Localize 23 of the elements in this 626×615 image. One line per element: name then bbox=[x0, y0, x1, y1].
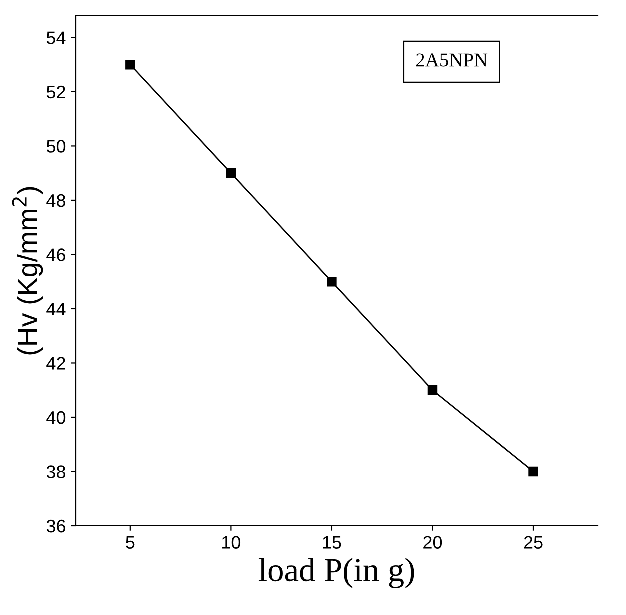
x-tick-label: 15 bbox=[323, 536, 342, 549]
point bbox=[126, 60, 136, 70]
x-axis-title: load P(in g) bbox=[258, 558, 414, 588]
point bbox=[226, 168, 236, 178]
point bbox=[528, 466, 538, 477]
y-tick-label: 38 bbox=[46, 466, 66, 478]
y-tick-label: 36 bbox=[46, 520, 66, 533]
x-tick-label: 5 bbox=[126, 536, 135, 549]
annotation: 2A5NPN bbox=[416, 54, 488, 67]
y-tick-label: 42 bbox=[46, 357, 66, 370]
point bbox=[327, 276, 337, 287]
y-tick-label: 44 bbox=[46, 303, 66, 316]
y-tick-label: 54 bbox=[46, 32, 66, 44]
y-tick-label: 52 bbox=[46, 86, 66, 99]
y-tick-label: 50 bbox=[46, 140, 66, 153]
point bbox=[428, 386, 438, 396]
x-tick-label: 25 bbox=[524, 536, 543, 549]
y-axis-title: (Hv (Kg/mm$^{2}$) bbox=[12, 187, 44, 355]
y-tick-label: 40 bbox=[46, 411, 66, 424]
y-tick-label: 48 bbox=[46, 194, 66, 208]
y-tick-label: 46 bbox=[46, 248, 66, 262]
x-tick-label: 10 bbox=[222, 536, 241, 549]
x-tick-label: 20 bbox=[424, 536, 442, 549]
